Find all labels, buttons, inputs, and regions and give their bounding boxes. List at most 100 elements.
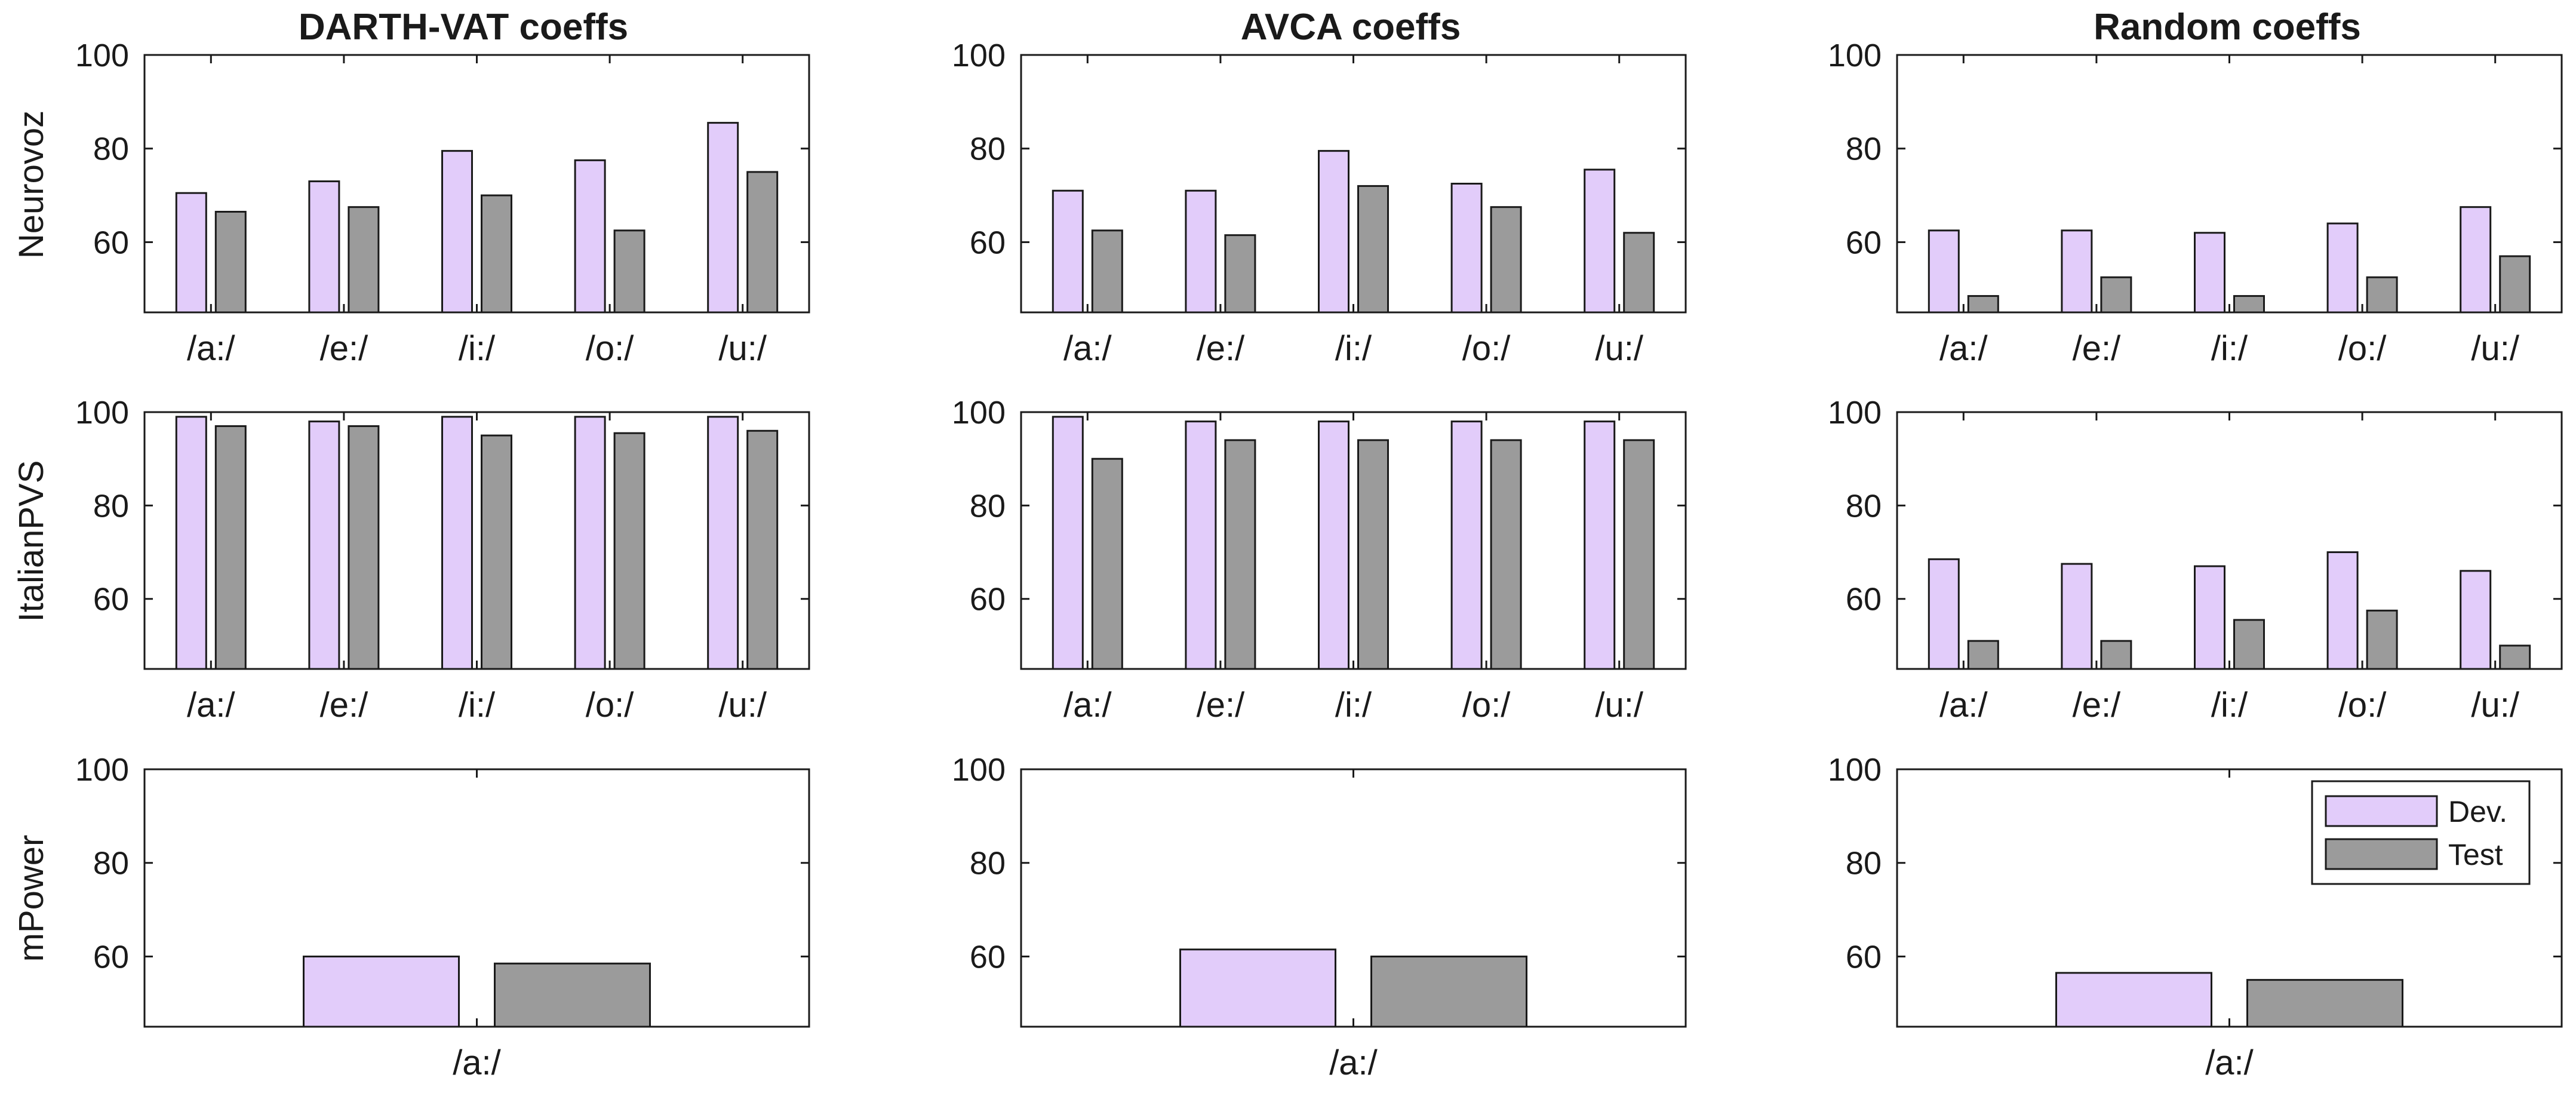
bar-dev-i [441,416,473,670]
bar-test-o [2366,276,2398,314]
bar-dev-i [2194,232,2225,314]
y-tick-label: 80 [1846,846,1882,882]
x-tick-label: /u:/ [2471,686,2519,724]
x-tick-label: /i:/ [1335,686,1372,724]
bar-dev-u [1584,168,1616,314]
x-tick-label: /a:/ [187,329,235,368]
bar-test-a [1091,458,1123,670]
plot-frame [1020,768,1687,1028]
bar-dev-u [707,416,739,670]
bar-dev-a [303,955,460,1028]
bar-test-u [1623,232,1655,314]
bar-dev-o [2326,551,2359,670]
x-tick-label: /i:/ [2211,329,2248,368]
x-tick-label: /a:/ [1329,1043,1378,1082]
x-tick-label: /o:/ [2338,686,2387,724]
bar-test-o [1490,206,1522,314]
legend-swatch-test [2325,838,2438,870]
bar-test-o [1490,439,1522,670]
bar-dev-o [1450,183,1483,314]
bar-dev-a [2055,972,2212,1028]
y-tick-label: 100 [75,752,129,788]
y-tick-label: 100 [952,38,1006,73]
y-tick-label: 60 [970,225,1006,260]
bar-test-e [1224,439,1256,670]
bar-dev-o [574,416,606,670]
bar-dev-i [1318,150,1350,314]
panel-neurovoz-avca-coeffs: 60 80 100/a:/ /e:/ /i:/ /o:/ /u:/ [952,38,1687,368]
y-tick-label: 60 [1846,939,1882,975]
row-label-italianpvs: ItalianPVS [12,460,51,622]
y-tick-label: 100 [952,752,1006,788]
bar-test-a [214,211,247,314]
bar-dev-e [2061,229,2093,314]
panel-italianpvs-random-coeffs: 60 80 100/a:/ /e:/ /i:/ /o:/ /u:/ [1828,395,2563,724]
y-tick-label: 100 [1828,752,1882,788]
plot-frame [143,768,810,1028]
x-tick-label: /o:/ [586,686,634,724]
y-tick-label: 60 [93,939,129,975]
bar-dev-i [1318,420,1350,670]
bar-test-u [2499,255,2531,314]
x-tick-label: /a:/ [453,1043,501,1082]
x-tick-label: /o:/ [2338,329,2387,368]
bar-dev-a [1928,558,1960,670]
x-tick-label: /e:/ [2073,686,2121,724]
y-tick-label: 80 [1846,131,1882,167]
bar-test-a [2246,979,2403,1028]
legend: Dev. Test [2311,780,2531,885]
bar-dev-a [175,192,207,314]
x-tick-label: /a:/ [1063,329,1112,368]
bar-dev-u [1584,420,1616,670]
y-tick-label: 100 [1828,395,1882,431]
panels: 60 80 100/a:/ /e:/ /i:/ /o:/ /u:/ 60 80 100/a:/ /e… [75,38,2563,1082]
plot-frame [1896,411,2563,670]
x-tick-label: /a:/ [187,686,235,724]
panel-mpower-avca-coeffs: 60 80 100/a:/ [952,752,1687,1082]
x-tick-label: /e:/ [1197,329,1245,368]
bar-dev-o [574,159,606,314]
bar-test-a [1091,229,1123,314]
bar-test-e [1224,234,1256,314]
bar-test-i [481,434,512,670]
bar-dev-a [1052,189,1084,314]
bar-test-o [613,432,645,670]
x-tick-label: /i:/ [2211,686,2248,724]
y-tick-label: 60 [93,225,129,260]
x-tick-label: /o:/ [1462,686,1511,724]
legend-swatch-dev [2325,795,2438,827]
x-tick-label: /i:/ [459,686,496,724]
y-tick-label: 60 [1846,225,1882,260]
bar-test-u [746,429,779,670]
x-tick-label: /i:/ [459,329,496,368]
panel-italianpvs-darth-vat-coeffs: 60 80 100/a:/ /e:/ /i:/ /o:/ /u:/ [75,395,810,724]
bar-test-i [2233,295,2265,314]
bar-dev-u [2460,570,2492,670]
plot-frame [1020,411,1687,670]
bar-test-i [1357,185,1389,314]
y-tick-label: 60 [1846,582,1882,618]
column-title-random: Random coeffs [2094,7,2361,48]
x-tick-label: /i:/ [1335,329,1372,368]
x-tick-label: /u:/ [2471,329,2519,368]
bar-test-u [746,171,779,314]
y-tick-label: 80 [1846,488,1882,524]
bar-dev-i [441,150,473,314]
x-tick-label: /e:/ [1197,686,1245,724]
bar-test-o [2366,609,2398,670]
bar-test-e [2100,640,2132,670]
column-title-darth-vat: DARTH-VAT coeffs [299,7,628,48]
y-tick-label: 60 [93,582,129,618]
bar-test-a [1370,955,1527,1028]
bar-test-a [1967,295,1999,314]
bar-dev-a [1928,229,1960,314]
bar-test-a [1967,640,1999,670]
x-tick-label: /u:/ [1595,686,1643,724]
y-tick-label: 80 [970,846,1006,882]
y-tick-label: 100 [75,38,129,73]
y-tick-label: 100 [952,395,1006,431]
bar-dev-u [707,122,739,314]
legend-label-test: Test [2448,838,2503,871]
bar-test-e [348,425,380,670]
